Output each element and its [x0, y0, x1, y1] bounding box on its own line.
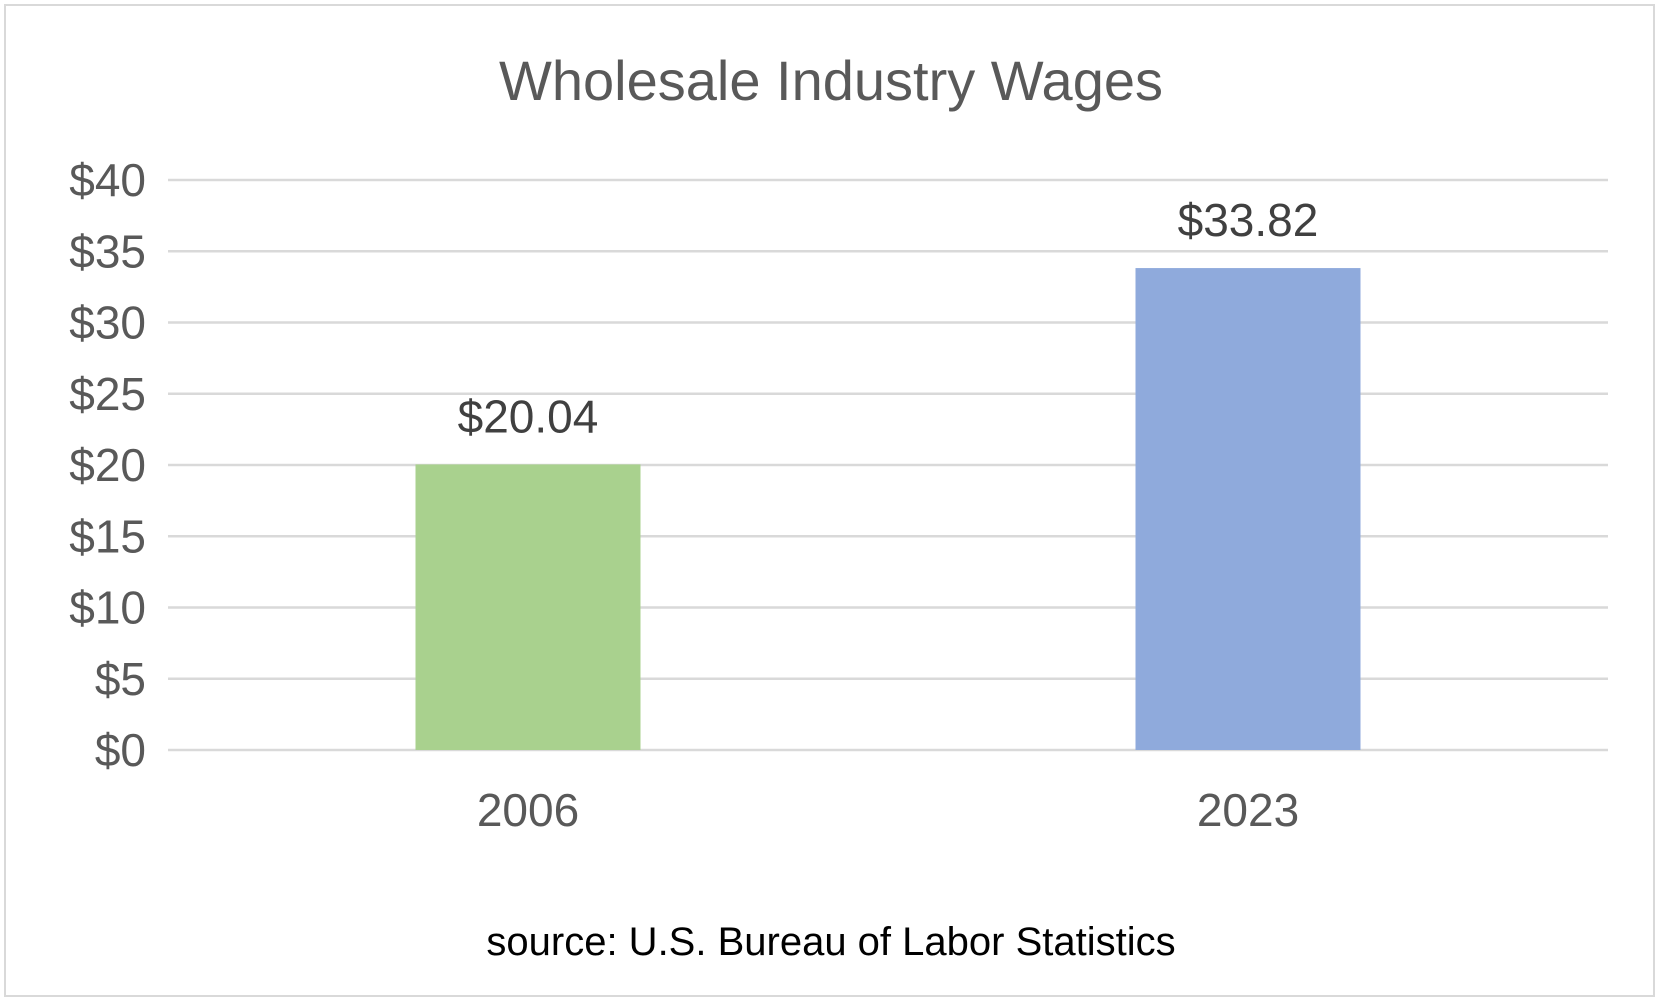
source-note: source: U.S. Bureau of Labor Statistics	[486, 920, 1175, 964]
y-tick-label: $0	[95, 724, 146, 776]
y-tick-label: $30	[69, 297, 146, 349]
data-label-2006: $20.04	[458, 390, 599, 442]
bars	[415, 268, 1361, 750]
y-tick-label: $25	[69, 368, 146, 420]
y-tick-label: $10	[69, 582, 146, 634]
gridlines	[168, 178, 1608, 752]
x-axis-ticks: 2006 2023	[477, 784, 1299, 836]
y-tick-label: $40	[69, 154, 146, 206]
bar-2006	[415, 464, 641, 750]
y-tick-label: $5	[95, 653, 146, 705]
y-tick-label: $20	[69, 439, 146, 491]
x-tick-label: 2006	[477, 784, 579, 836]
bar-2023	[1135, 268, 1361, 750]
chart-title: Wholesale Industry Wages	[499, 49, 1163, 112]
y-tick-label: $15	[69, 510, 146, 562]
data-label-2023: $33.82	[1178, 194, 1319, 246]
chart-frame	[4, 4, 1655, 997]
data-labels: $20.04 $33.82	[458, 194, 1319, 442]
y-tick-label: $35	[69, 225, 146, 277]
x-tick-label: 2023	[1197, 784, 1299, 836]
y-axis-ticks: $0 $5 $10 $15 $20 $25 $30 $35 $40	[69, 154, 146, 776]
